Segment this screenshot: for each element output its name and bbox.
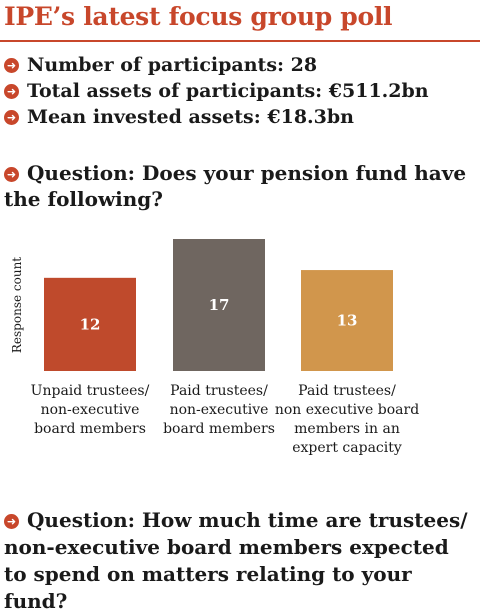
stat-total-assets: ➜ Total assets of participants: €511.2bn bbox=[4, 80, 429, 102]
category-label: non executive board bbox=[275, 402, 419, 418]
bar-2 bbox=[173, 239, 265, 371]
bar-value-label: 12 bbox=[80, 315, 101, 333]
category-label: non-executive bbox=[170, 402, 269, 418]
arrow-right-icon: ➜ bbox=[4, 514, 19, 529]
stat-participants: ➜ Number of participants: 28 bbox=[4, 54, 317, 76]
arrow-right-icon: ➜ bbox=[4, 83, 19, 99]
category-label: members in an bbox=[294, 421, 400, 437]
title-divider bbox=[0, 40, 480, 42]
category-label: board members bbox=[34, 421, 146, 437]
stat-label: Total assets of participants: €511.2bn bbox=[27, 80, 429, 102]
bar-value-label: 17 bbox=[209, 296, 230, 314]
page-title: IPE’s latest focus group poll bbox=[4, 2, 393, 31]
bar-value-label: 13 bbox=[337, 312, 358, 330]
bar-chart: Response count 12 Unpaid trustees/non-exec… bbox=[10, 239, 419, 456]
category-label: Unpaid trustees/ bbox=[31, 383, 150, 399]
category-label: Paid trustees/ bbox=[170, 383, 268, 399]
bar-3 bbox=[301, 270, 393, 371]
question-2-text: Question: How much time are trustees/ no… bbox=[4, 508, 468, 613]
question-2: ➜ Question: How much time are trustees/ n… bbox=[4, 507, 476, 615]
arrow-right-icon: ➜ bbox=[4, 57, 19, 73]
question-1: ➜ Question: Does your pension fund have t… bbox=[4, 160, 476, 212]
category-label: expert capacity bbox=[292, 440, 402, 456]
stat-mean-assets: ➜ Mean invested assets: €18.3bn bbox=[4, 106, 354, 128]
stat-label: Number of participants: 28 bbox=[27, 54, 318, 76]
category-label: Paid trustees/ bbox=[298, 383, 396, 399]
bar-1 bbox=[44, 277, 136, 371]
arrow-right-icon: ➜ bbox=[4, 109, 19, 125]
y-axis-label: Response count bbox=[10, 257, 24, 353]
stat-label: Mean invested assets: €18.3bn bbox=[27, 106, 354, 128]
category-label: non-executive bbox=[41, 402, 140, 418]
arrow-right-icon: ➜ bbox=[4, 167, 19, 182]
question-1-text: Question: Does your pension fund have th… bbox=[4, 161, 467, 211]
category-label: board members bbox=[163, 421, 275, 437]
